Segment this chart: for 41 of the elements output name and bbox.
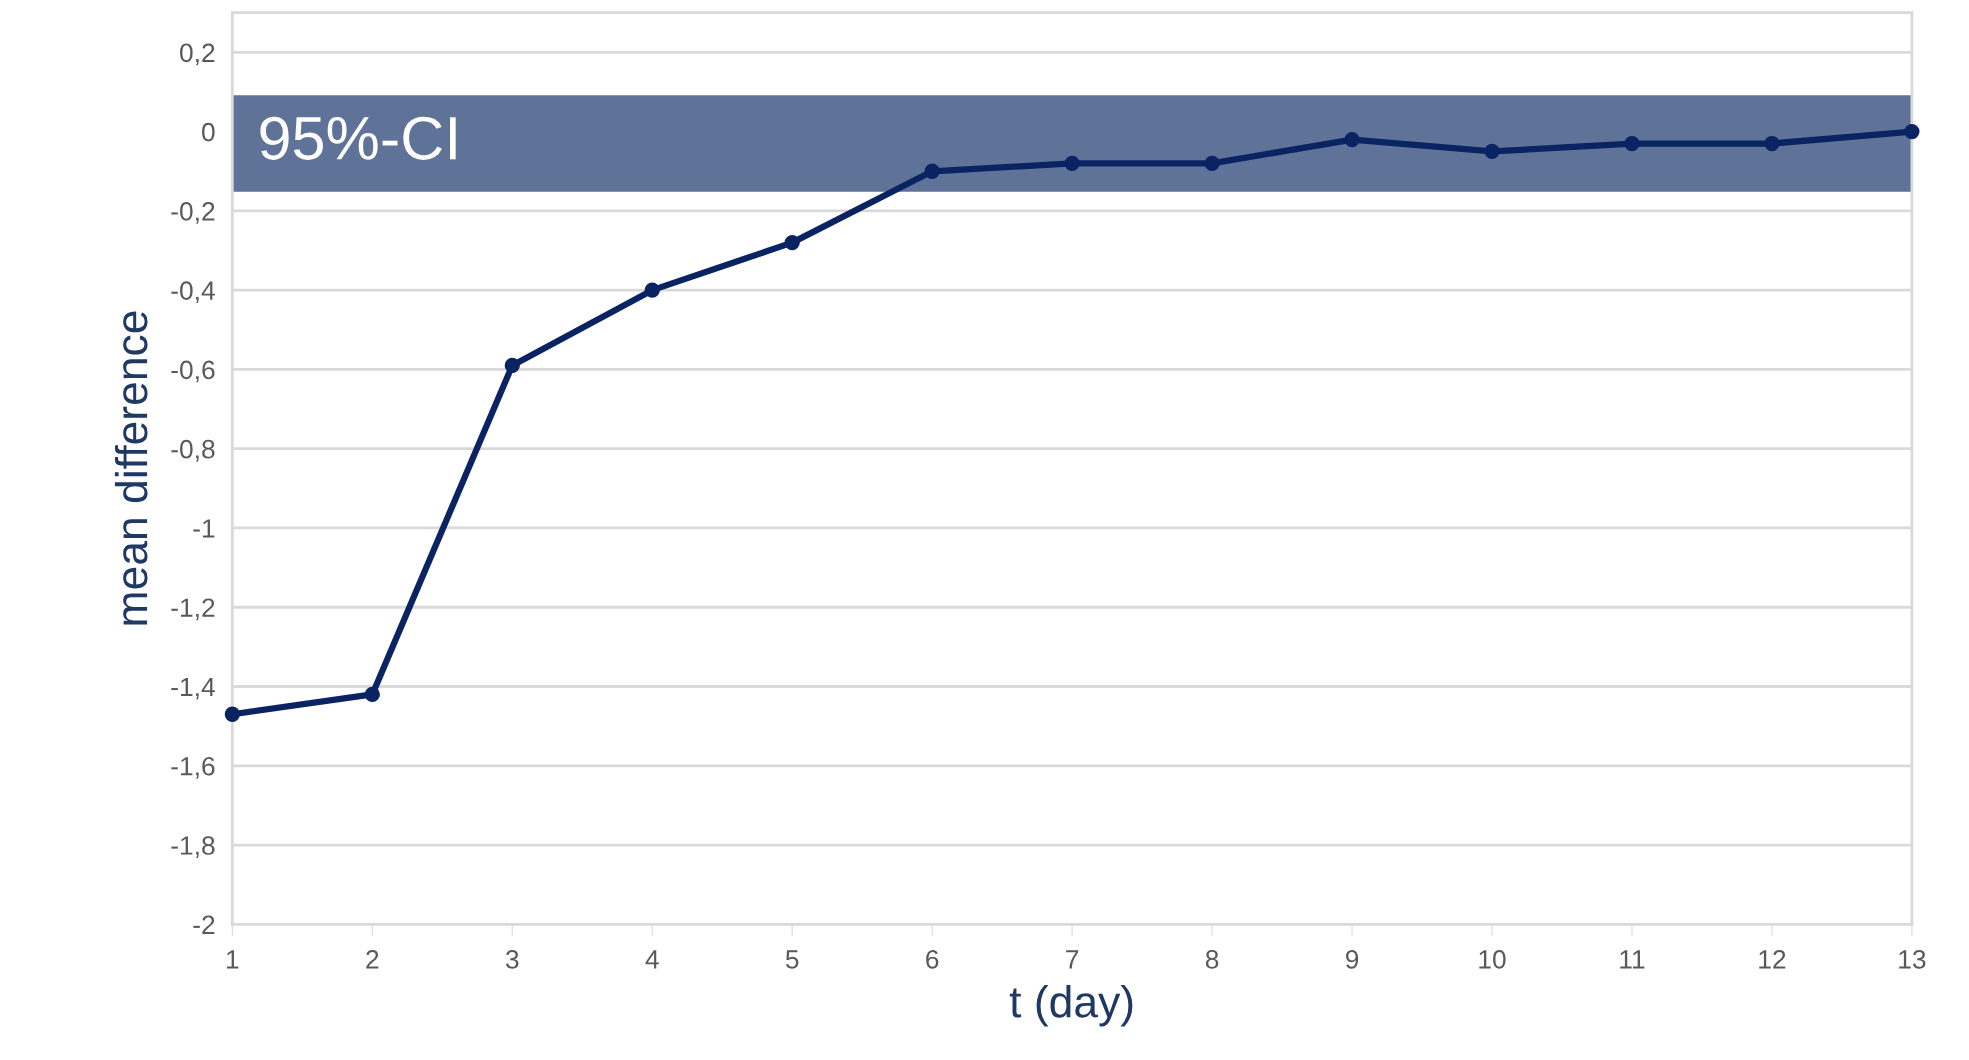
x-tick-label: 7: [1066, 950, 1079, 969]
y-tick-label: -1,4: [171, 677, 215, 700]
point: [504, 357, 520, 374]
y-tick-label: -1,2: [171, 598, 215, 621]
x-tick-label: 9: [1345, 950, 1359, 969]
y-tick-label: -0,2: [171, 202, 215, 224]
x-tick-label: 12: [1759, 950, 1786, 969]
point: [364, 686, 380, 703]
x-axis-title: t (day): [1009, 985, 1133, 1027]
x-tick-label: 2: [366, 950, 379, 969]
x-tick-label: 5: [785, 950, 799, 969]
y-tick-label: -0,8: [171, 439, 215, 462]
y-tick-label: -0,4: [171, 281, 215, 304]
point: [1624, 135, 1640, 152]
band-label: 95%-CI: [260, 116, 456, 160]
y-tick-label: -2: [193, 915, 215, 934]
x-tick-label: 10: [1479, 950, 1506, 969]
x-tick-label: 1: [227, 950, 239, 969]
point: [1764, 135, 1780, 152]
point: [1904, 123, 1920, 140]
x-tick-label: 8: [1205, 950, 1219, 969]
point: [924, 163, 940, 179]
y-tick-label: -1: [193, 519, 215, 538]
point: [644, 282, 660, 298]
point: [1064, 155, 1080, 171]
x-tick-label: 11: [1620, 950, 1645, 969]
y-axis-title: mean difference: [114, 311, 148, 625]
x-tick-label: 6: [926, 950, 939, 969]
y-tick-label: -1,8: [171, 836, 215, 858]
point: [784, 234, 800, 251]
y-tick-label: -1,6: [171, 756, 215, 779]
x-tick-label: 13: [1899, 950, 1926, 969]
y-tick-label: -0,6: [171, 360, 215, 383]
point: [1204, 155, 1220, 171]
point: [1344, 131, 1360, 148]
y-tick-label: 0,2: [180, 43, 215, 66]
x-tick-label: 4: [645, 950, 659, 969]
point: [224, 706, 240, 722]
y-tick-label: 0: [202, 122, 215, 142]
point: [1484, 143, 1500, 160]
x-tick-label: 3: [505, 950, 519, 969]
